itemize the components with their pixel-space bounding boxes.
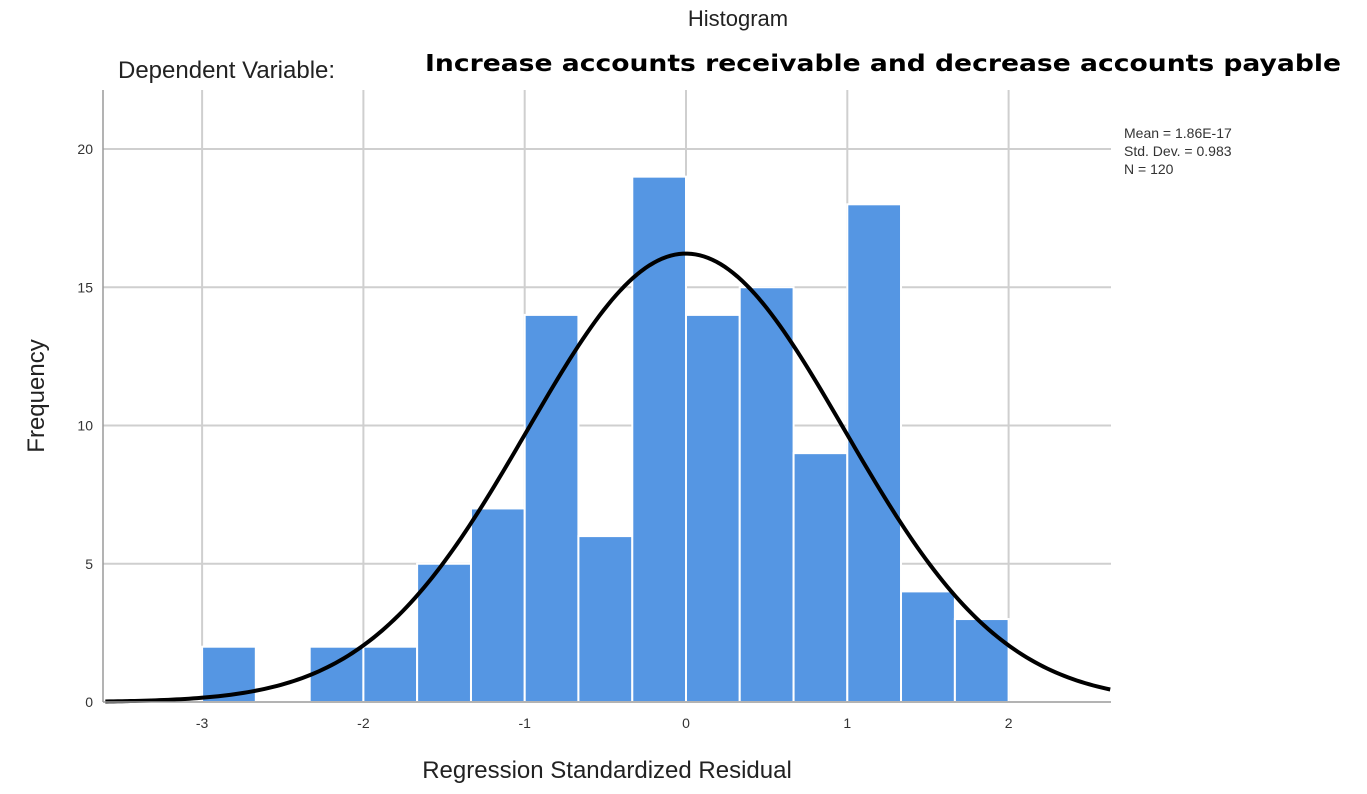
x-tick-label: 2	[1005, 715, 1013, 731]
dependent-variable-value: Increase accounts receivable and decreas…	[425, 51, 1341, 77]
histogram-bars	[201, 175, 1010, 704]
dependent-variable-label: Dependent Variable:	[118, 57, 335, 84]
histogram-bar	[846, 203, 903, 704]
x-tick-label: -3	[196, 715, 209, 731]
normal-curve-line	[105, 251, 1111, 704]
x-tick-label: 0	[682, 715, 690, 731]
histogram-bar	[523, 313, 580, 703]
y-tick-label: 10	[77, 418, 93, 434]
stats-std-dev: Std. Dev. = 0.983	[1124, 143, 1232, 159]
y-tick-label: 15	[77, 279, 93, 295]
y-tick-label: 5	[85, 556, 93, 572]
y-tick-label: 0	[85, 694, 93, 710]
x-tick-label: -1	[518, 715, 531, 731]
x-tick-label: -2	[357, 715, 370, 731]
stats-mean: Mean = 1.86E-17	[1124, 125, 1232, 141]
y-tick-label: 20	[77, 141, 93, 157]
y-axis-title: Frequency	[23, 339, 50, 452]
normal-curve-group	[105, 251, 1111, 704]
histogram-bar	[308, 645, 365, 704]
axes	[102, 90, 1111, 703]
chart-title: Histogram	[688, 6, 788, 31]
x-tick-label: 1	[843, 715, 851, 731]
stats-n: N = 120	[1124, 161, 1174, 177]
histogram-bar	[900, 590, 956, 704]
histogram-bar	[738, 286, 795, 703]
histogram-bar	[953, 618, 1010, 703]
histogram-bar	[685, 313, 741, 703]
histogram-bar	[362, 645, 419, 704]
histogram-bar	[792, 452, 849, 703]
x-axis-title: Regression Standardized Residual	[422, 757, 792, 784]
histogram-bar	[469, 507, 526, 704]
histogram-bar	[577, 535, 634, 703]
